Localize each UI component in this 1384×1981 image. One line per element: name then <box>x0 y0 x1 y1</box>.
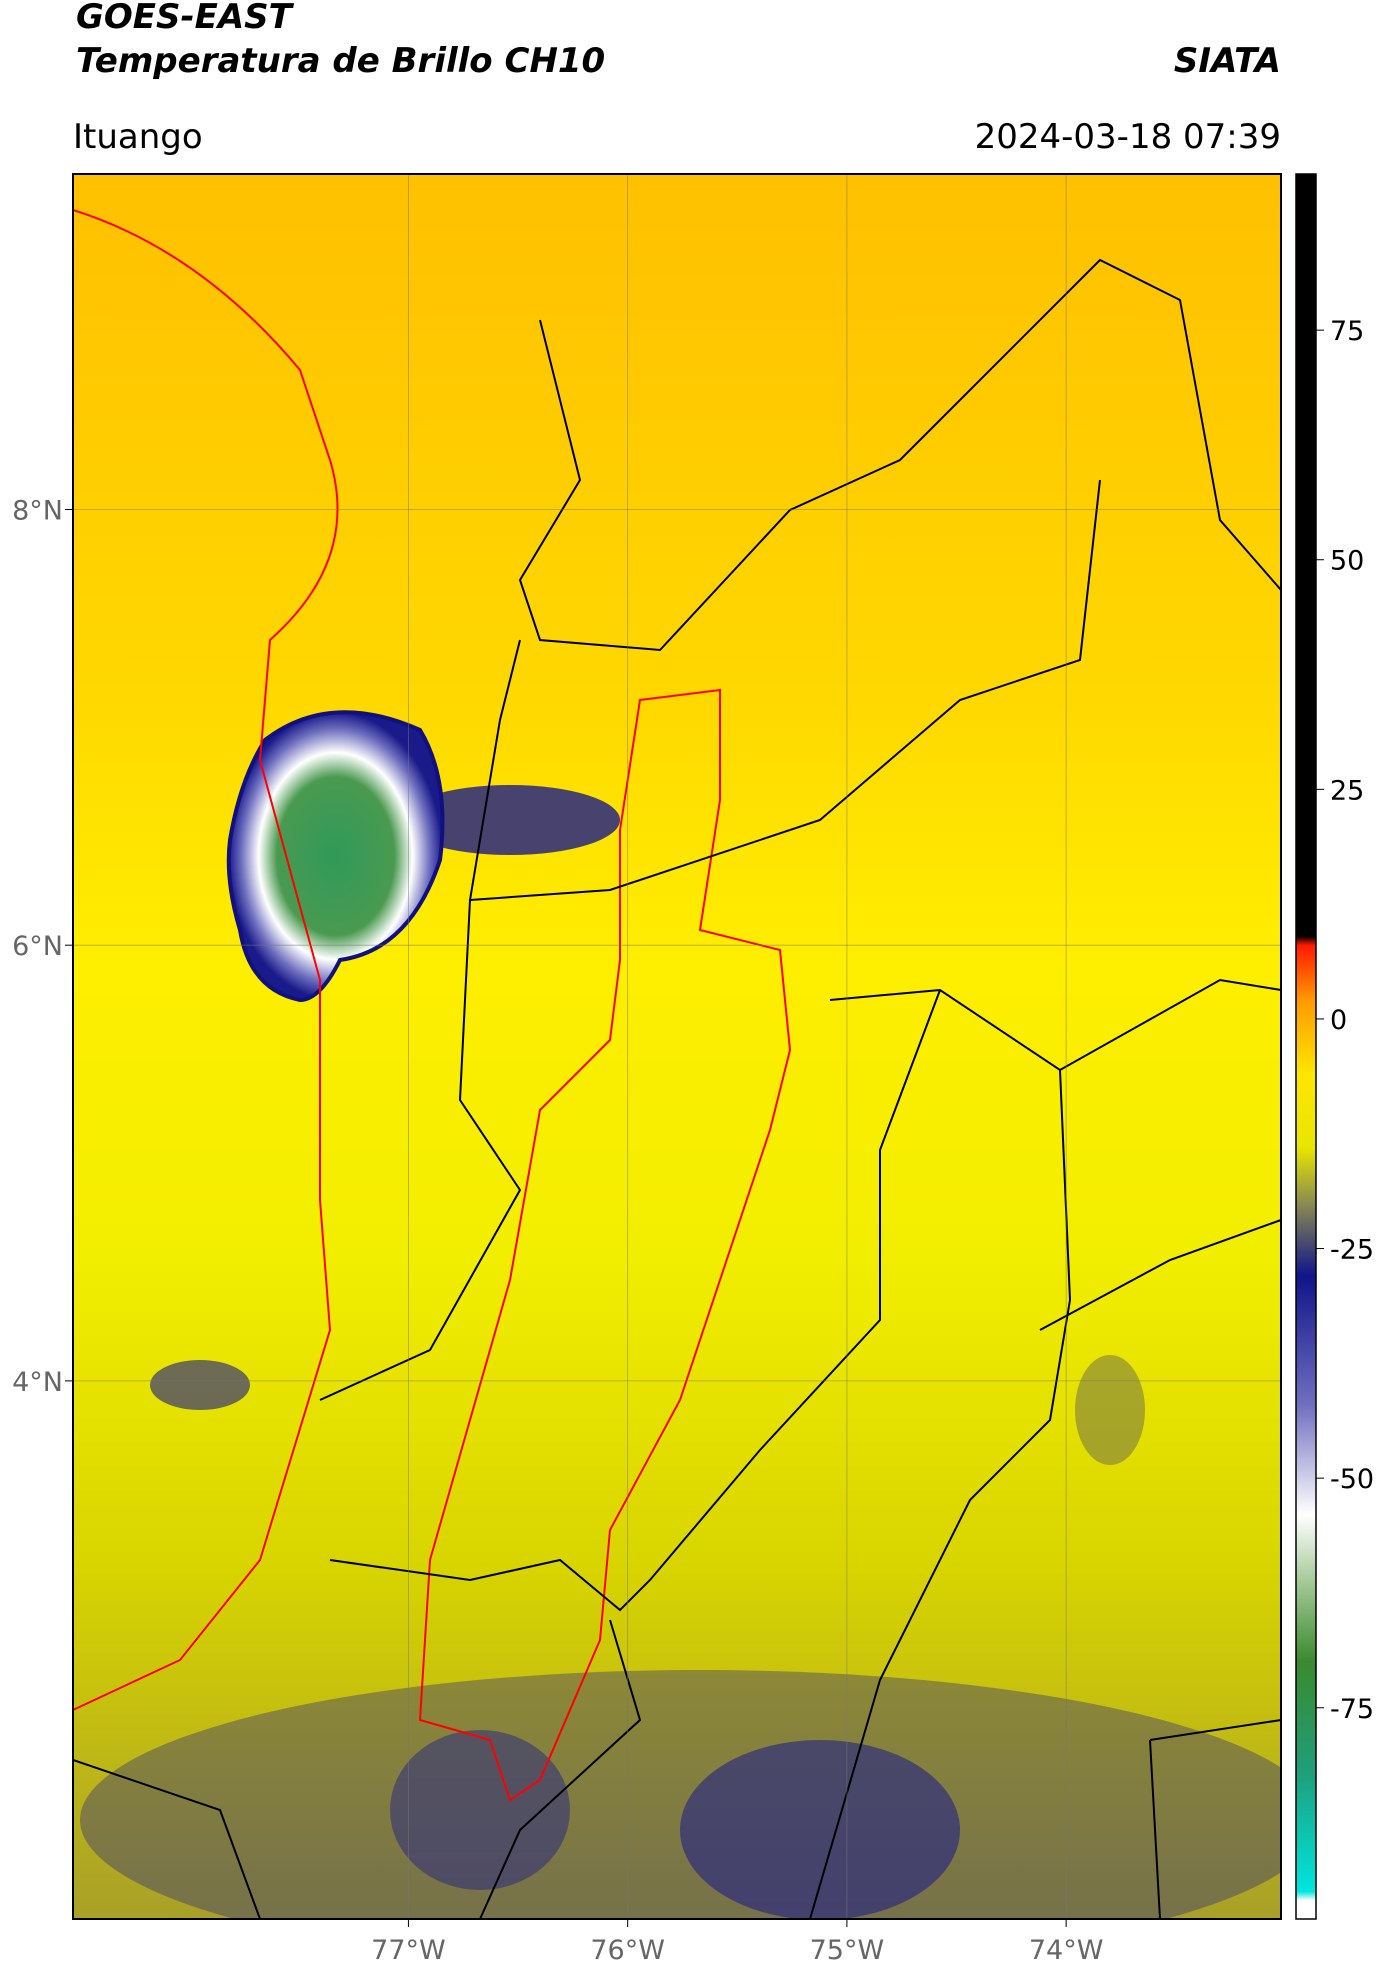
graticule <box>73 174 1281 1919</box>
cloud <box>400 785 620 855</box>
map-frame <box>72 173 1282 1920</box>
ituango-region <box>418 688 792 1802</box>
colorbar-tick-label: 25 <box>1330 775 1364 806</box>
cloud <box>680 1740 960 1919</box>
cloud <box>150 1360 250 1410</box>
storm-cloud <box>226 710 445 1003</box>
lon-tick-label: 74°W <box>1029 1935 1104 1966</box>
lon-tick-label: 77°W <box>371 1935 446 1966</box>
colorbar-tick-label: 50 <box>1330 546 1364 577</box>
colorbar-tick-label: 75 <box>1330 316 1364 347</box>
borders <box>73 258 1281 1919</box>
coastline <box>73 209 339 1711</box>
colorbar-tick-label: -50 <box>1330 1464 1374 1495</box>
colorbar-tick-label: -75 <box>1330 1694 1374 1725</box>
agency: SIATA <box>1174 41 1281 81</box>
cloud <box>390 1730 570 1890</box>
lon-tick-label: 75°W <box>810 1935 885 1966</box>
title: GOES-EAST <box>76 0 295 37</box>
colorbar-tick-label: 0 <box>1330 1005 1347 1036</box>
lat-tick-label: 8°N <box>12 495 63 526</box>
colorbar <box>1295 173 1317 1920</box>
cloud <box>1075 1355 1145 1465</box>
map-image <box>73 174 1281 1919</box>
datetime: 2024-03-18 07:39 <box>975 117 1281 157</box>
lat-tick-label: 4°N <box>12 1367 63 1398</box>
lon-tick-label: 76°W <box>590 1935 665 1966</box>
imagery <box>73 174 1281 1919</box>
lat-tick-label: 6°N <box>12 931 63 962</box>
region: Ituango <box>73 117 203 157</box>
cloud <box>80 1670 1281 1919</box>
title: Temperatura de Brillo CH10 <box>76 41 605 81</box>
colorbar-tick-label: -25 <box>1330 1235 1374 1266</box>
